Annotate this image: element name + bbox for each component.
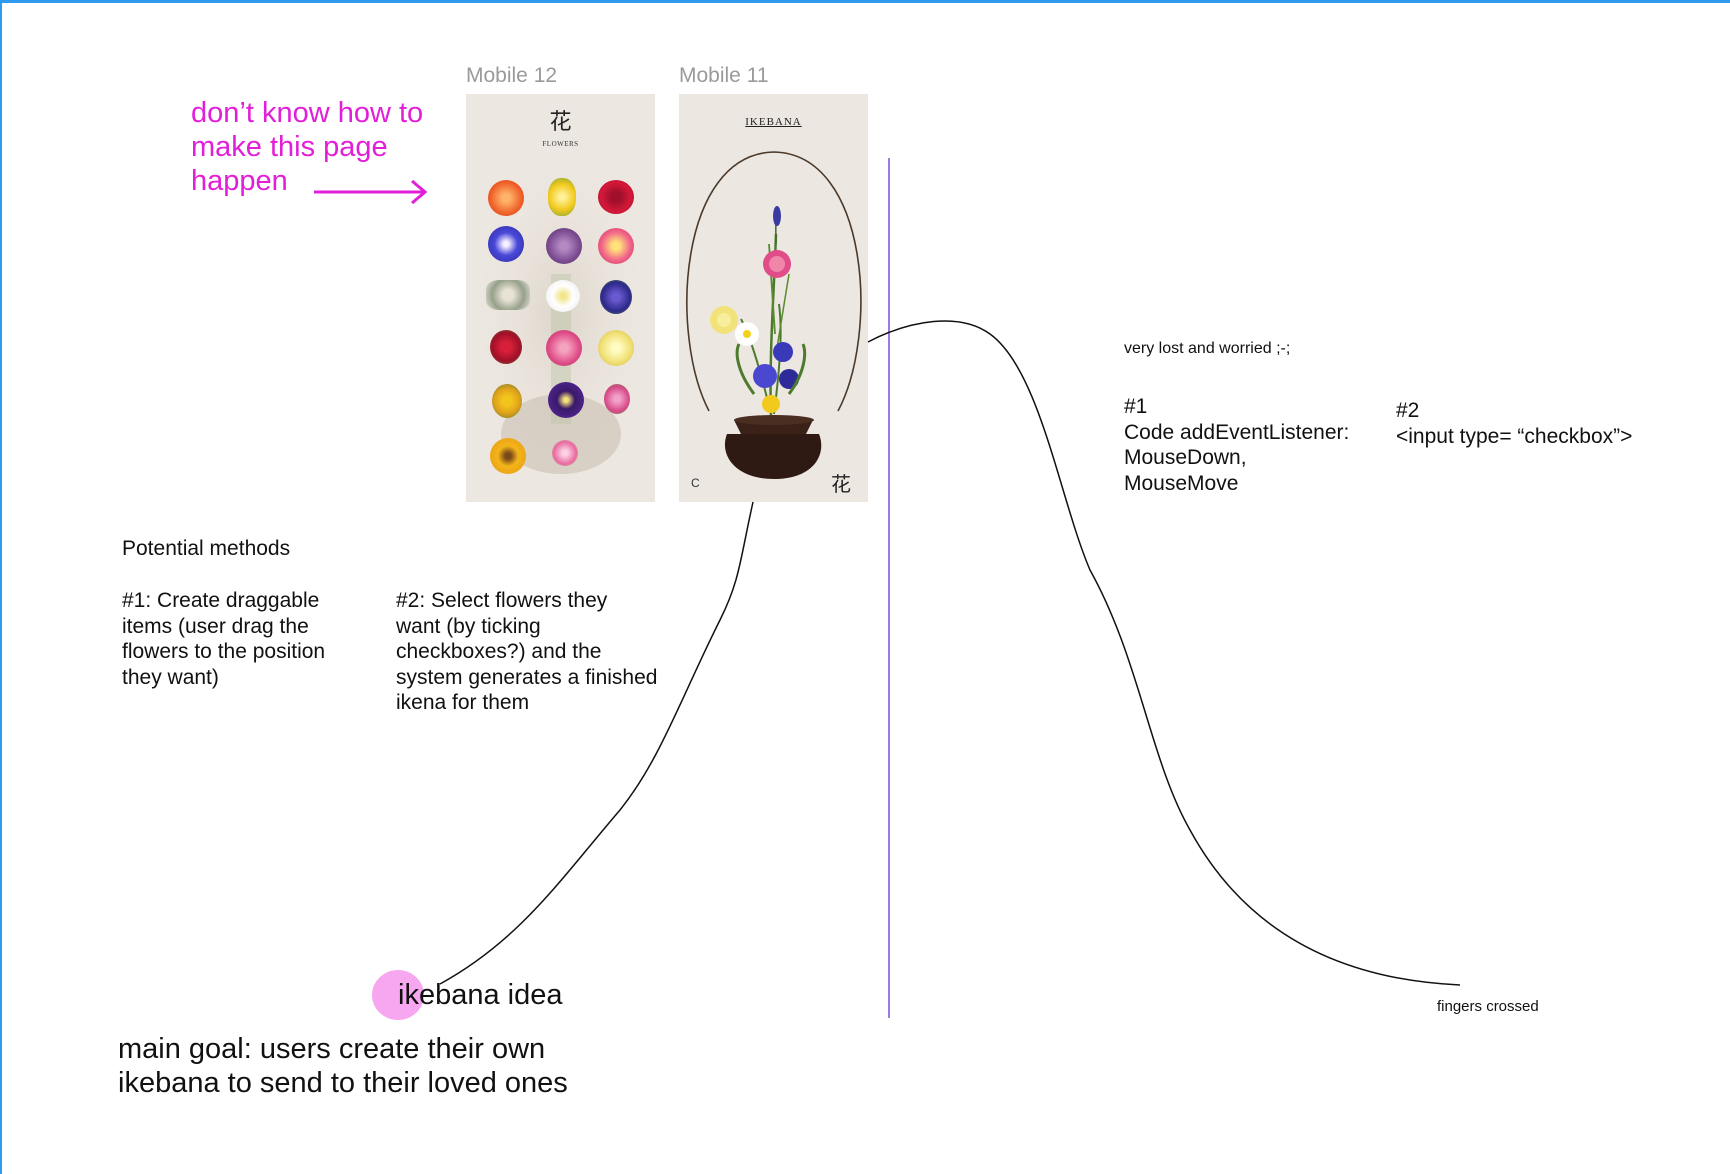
flower-yellow-lily-icon[interactable] [548, 178, 576, 216]
flower-pink-sweetpea-icon[interactable] [604, 384, 630, 414]
canvas-left-border [0, 0, 2, 1174]
frame-label-mobile-11[interactable]: Mobile 11 [679, 64, 769, 87]
note-method-1[interactable]: #1: Create draggable items (user drag th… [122, 589, 326, 689]
mobile-12-kanji: 花 [549, 110, 572, 135]
connector-curve-left [439, 501, 754, 985]
mobile-11-corner-left: C [691, 476, 700, 490]
flower-purple-carnation-icon[interactable] [546, 228, 582, 264]
note-very-lost[interactable]: very lost and worried ;-; [1124, 340, 1291, 357]
flower-purple-pansy-icon[interactable] [548, 382, 584, 418]
heading-potential-methods[interactable]: Potential methods [122, 537, 291, 560]
note-code-2[interactable]: #2 <input type= “checkbox”> [1396, 399, 1633, 448]
ikebana-arrangement-illustration [686, 151, 862, 479]
mobile-12-subtitle: FLOWERS [542, 140, 579, 148]
mobile-12-frame[interactable]: 花 FLOWERS [466, 94, 655, 502]
note-main-goal[interactable]: main goal: users create their own ikeban… [118, 1033, 568, 1099]
connector-curve-right [867, 320, 1461, 986]
highlight-dot[interactable] [372, 970, 424, 1020]
magenta-arrow-icon[interactable] [314, 180, 429, 206]
mobile-11-frame[interactable]: IKEBANA C 花 [679, 94, 868, 502]
flower-pink-rose-icon[interactable] [598, 228, 634, 264]
flower-orange-dahlia-icon[interactable] [488, 180, 524, 216]
flower-red-rose-icon[interactable] [490, 330, 522, 364]
flower-yellow-rose-icon[interactable] [598, 330, 634, 366]
flower-sunflower-icon[interactable] [490, 438, 526, 474]
flower-white-daisy-icon[interactable] [546, 280, 580, 312]
note-code-1[interactable]: #1 Code addEventListener: MouseDown, Mou… [1124, 395, 1350, 495]
mobile-11-corner-kanji: 花 [831, 472, 851, 496]
flower-red-carnation-icon[interactable] [598, 180, 634, 214]
note-ikebana-idea[interactable]: ikebana idea [398, 979, 563, 1011]
flower-yellow-sunflower-small-icon[interactable] [492, 384, 522, 418]
canvas-top-border [0, 0, 1730, 3]
note-dont-know[interactable]: don’t know how to make this page happen [191, 97, 424, 197]
flower-blue-anemone-icon[interactable] [488, 226, 524, 262]
mobile-11-title: IKEBANA [745, 116, 802, 128]
note-method-2[interactable]: #2: Select flowers they want (by ticking… [396, 589, 658, 714]
flower-white-spray-icon[interactable] [486, 280, 530, 310]
flower-pink-peony-icon[interactable] [546, 330, 582, 366]
flower-pink-lily-icon[interactable] [552, 440, 578, 466]
flower-blue-cornflower-icon[interactable] [600, 280, 632, 314]
note-fingers-crossed[interactable]: fingers crossed [1437, 998, 1539, 1015]
frame-label-mobile-12[interactable]: Mobile 12 [466, 64, 558, 87]
